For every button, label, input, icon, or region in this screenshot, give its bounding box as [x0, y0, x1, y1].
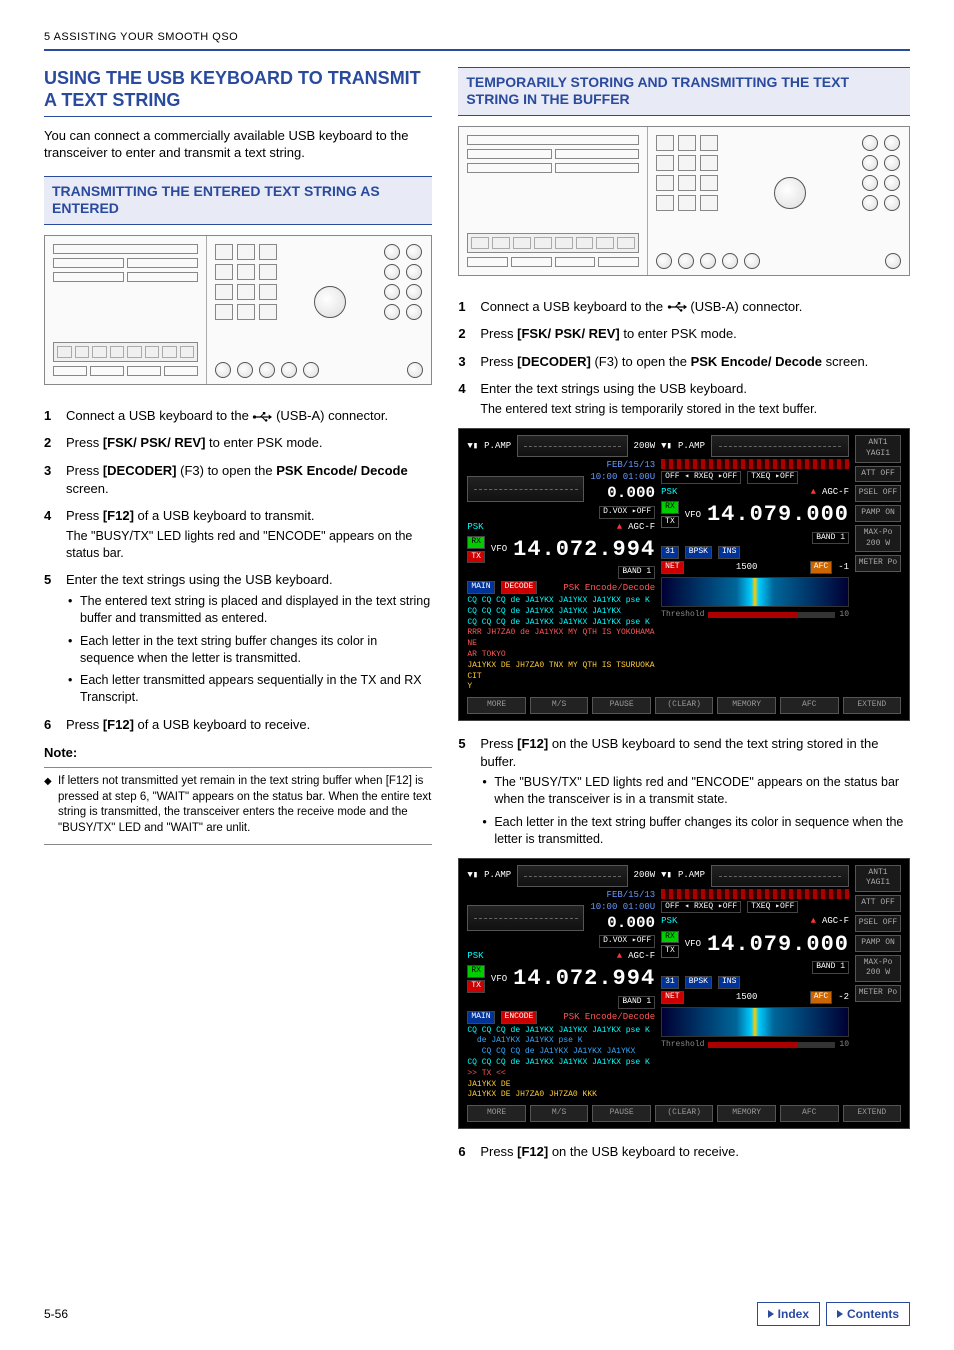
heading-2-left: TRANSMITTING THE ENTERED TEXT STRING AS … — [44, 176, 432, 225]
usb-icon — [667, 302, 687, 312]
intro-text: You can connect a commercially available… — [44, 127, 432, 162]
step-1: Connect a USB keyboard to the (USB-A) co… — [44, 407, 432, 425]
usb-icon — [252, 412, 272, 422]
index-button[interactable]: Index — [757, 1302, 820, 1326]
right-steps-5: Press [F12] on the USB keyboard to send … — [458, 735, 910, 848]
right-steps-6: Press [F12] on the USB keyboard to recei… — [458, 1143, 910, 1161]
step-4: Press [F12] of a USB keyboard to transmi… — [44, 507, 432, 561]
step-5: Enter the text strings using the USB key… — [44, 571, 432, 706]
step-3: Press [DECODER] (F3) to open the PSK Enc… — [44, 462, 432, 497]
step-6: Press [F12] of a USB keyboard to receive… — [44, 716, 432, 734]
note-label: Note: — [44, 744, 432, 762]
note-text: If letters not transmitted yet remain in… — [44, 774, 432, 836]
r-step-5: Press [F12] on the USB keyboard to send … — [458, 735, 910, 848]
r-step-1: Connect a USB keyboard to the (USB-A) co… — [458, 298, 910, 316]
page-number: 5-56 — [44, 1306, 68, 1322]
header-rule — [44, 49, 910, 51]
page-header: 5 ASSISTING YOUR SMOOTH QSO — [44, 30, 910, 45]
screen-figure-encode: ▼▮P.AMP200W FEB/15/13 10:00 01:00U 0.000… — [458, 858, 910, 1129]
contents-button[interactable]: Contents — [826, 1302, 910, 1326]
page-footer: 5-56 Index Contents — [44, 1302, 910, 1326]
triangle-icon — [768, 1310, 774, 1318]
right-column: TEMPORARILY STORING AND TRANSMITTING THE… — [458, 67, 910, 1171]
radio-figure — [44, 235, 432, 385]
r-step-2: Press [FSK/ PSK/ REV] to enter PSK mode. — [458, 325, 910, 343]
triangle-icon — [837, 1310, 843, 1318]
heading-1: USING THE USB KEYBOARD TO TRANSMIT A TEX… — [44, 67, 432, 117]
screen-figure-decode: ▼▮P.AMP200W FEB/15/13 10:00 01:00U 0.000… — [458, 428, 910, 721]
r-step-3: Press [DECODER] (F3) to open the PSK Enc… — [458, 353, 910, 371]
r-step-6: Press [F12] on the USB keyboard to recei… — [458, 1143, 910, 1161]
left-steps: Connect a USB keyboard to the (USB-A) co… — [44, 407, 432, 734]
right-steps-1to4: Connect a USB keyboard to the (USB-A) co… — [458, 298, 910, 418]
heading-2-right: TEMPORARILY STORING AND TRANSMITTING THE… — [458, 67, 910, 116]
left-column: USING THE USB KEYBOARD TO TRANSMIT A TEX… — [44, 67, 432, 1171]
step-2: Press [FSK/ PSK/ REV] to enter PSK mode. — [44, 434, 432, 452]
radio-figure-2 — [458, 126, 910, 276]
r-step-4: Enter the text strings using the USB key… — [458, 380, 910, 417]
